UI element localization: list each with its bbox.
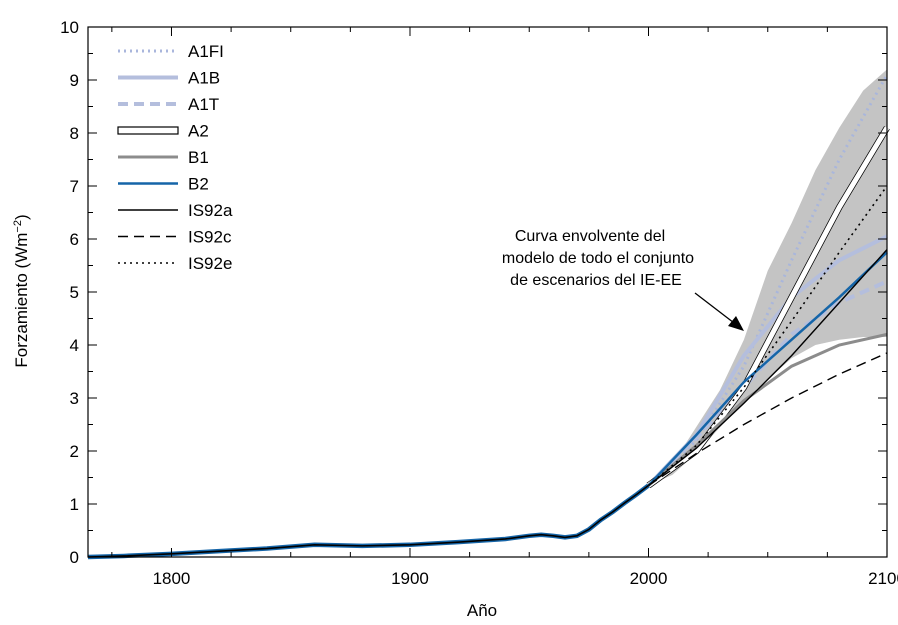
legend-label-is92c: IS92c: [188, 228, 232, 247]
annotation-arrow: [694, 292, 744, 331]
legend-label-b1: B1: [188, 148, 209, 167]
envelope-band: [648, 69, 887, 486]
annotation-line-2: modelo de todo el conjunto: [502, 250, 694, 267]
annotation-line-1: Curva envolvente del: [515, 228, 665, 245]
series-line-is92c: [648, 352, 888, 487]
legend-label-a1fi: A1FI: [188, 42, 224, 61]
y-tick-label: 4: [70, 336, 79, 355]
legend-label-a1t: A1T: [188, 95, 219, 114]
y-tick-label: 5: [70, 283, 79, 302]
y-tick-label: 3: [70, 389, 79, 408]
y-tick-label: 7: [70, 177, 79, 196]
y-tick-label: 6: [70, 230, 79, 249]
legend-label-is92a: IS92a: [188, 201, 233, 220]
legend-swatch-a2: [117, 126, 179, 135]
y-tick-label: 0: [70, 548, 79, 567]
x-tick-label: 1900: [391, 569, 429, 588]
x-tick-label: 1800: [153, 569, 191, 588]
annotation-line-3: de escenarios del IE-EE: [510, 272, 682, 289]
x-tick-label: 2000: [630, 569, 668, 588]
y-tick-label: 10: [60, 18, 79, 37]
y-tick-label: 9: [70, 71, 79, 90]
y-axis-label: Forzamiento (Wm−2): [12, 214, 31, 367]
legend-label-is92e: IS92e: [188, 254, 232, 273]
legend-label-a1b: A1B: [188, 69, 220, 88]
series-line-is92a: [648, 249, 888, 487]
legend-label-b2: B2: [188, 175, 209, 194]
y-tick-label: 2: [70, 442, 79, 461]
historical-line: [87, 484, 649, 558]
series-line-b2: [647, 251, 888, 487]
series-line-a1t: [647, 279, 888, 487]
series-line-a2: [647, 126, 890, 488]
y-tick-label: 8: [70, 124, 79, 143]
series-line-b1: [647, 332, 888, 487]
legend-label-a2: A2: [188, 122, 209, 141]
x-axis-label: Año: [467, 601, 497, 620]
y-tick-label: 1: [70, 495, 79, 514]
